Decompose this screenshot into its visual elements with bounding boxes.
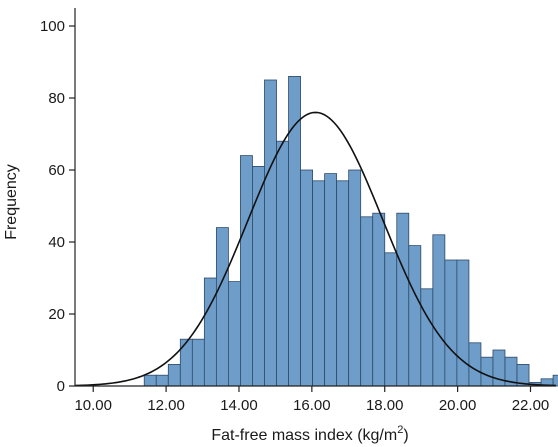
histogram-bar xyxy=(191,338,205,387)
histogram-bar xyxy=(167,363,181,387)
y-axis-title: Frequency xyxy=(3,164,20,240)
x-axis-title-suffix: ) xyxy=(403,427,408,444)
bars-group xyxy=(143,76,558,387)
x-axis-title: Fat-free mass index (kg/m2) xyxy=(211,424,408,444)
histogram-bar xyxy=(288,76,301,387)
histogram-bar xyxy=(143,374,157,387)
histogram-bar xyxy=(468,342,482,387)
histogram-bar xyxy=(215,227,229,387)
histogram-bar xyxy=(155,374,169,387)
x-tick-label: 18.00 xyxy=(366,397,404,414)
histogram-bar xyxy=(552,374,558,387)
histogram-bar xyxy=(300,169,313,387)
histogram-bar xyxy=(408,245,422,387)
histogram-bar xyxy=(348,169,362,387)
histogram-bar xyxy=(203,277,217,387)
y-ticks-group: 0 20 40 60 80 100 xyxy=(40,18,75,395)
x-axis-title-superscript: 2 xyxy=(397,424,403,436)
histogram-bar xyxy=(384,252,398,387)
normal-distribution-curve xyxy=(74,111,557,387)
histogram-bar xyxy=(480,356,494,387)
histogram-bar xyxy=(336,180,350,387)
histogram-bar xyxy=(432,234,446,387)
x-tick-label: 16.00 xyxy=(293,397,331,414)
histogram-bar xyxy=(240,155,253,387)
x-tick-label: 10.00 xyxy=(74,397,112,414)
histogram-bar xyxy=(420,288,434,387)
histogram-bar xyxy=(396,212,410,387)
x-tick-label: 14.00 xyxy=(220,397,258,414)
x-tick-label: 12.00 xyxy=(147,397,185,414)
histogram-bar xyxy=(264,79,277,387)
x-tick-label: 20.00 xyxy=(439,397,477,414)
x-axis-title-main: Fat-free mass index (kg/m xyxy=(211,427,397,444)
y-tick-label: 80 xyxy=(48,90,65,107)
histogram-bar xyxy=(324,173,338,387)
y-tick-label: 60 xyxy=(48,162,65,179)
y-tick-label: 0 xyxy=(57,378,65,395)
histogram-bar xyxy=(312,180,326,387)
y-tick-label: 20 xyxy=(48,306,65,323)
histogram-bar xyxy=(456,259,470,387)
x-tick-label: 22.00 xyxy=(512,397,550,414)
y-tick-label: 40 xyxy=(48,234,65,251)
histogram-bar xyxy=(444,259,458,387)
histogram-bar xyxy=(360,216,374,387)
histogram-bar xyxy=(372,212,386,387)
histogram-bar xyxy=(228,281,241,387)
histogram-bar xyxy=(276,140,289,387)
histogram-bar xyxy=(252,165,265,387)
y-tick-label: 100 xyxy=(40,18,65,35)
x-ticks-group: 10.00 12.00 14.00 16.00 18.00 20.00 22.00 xyxy=(74,386,549,414)
